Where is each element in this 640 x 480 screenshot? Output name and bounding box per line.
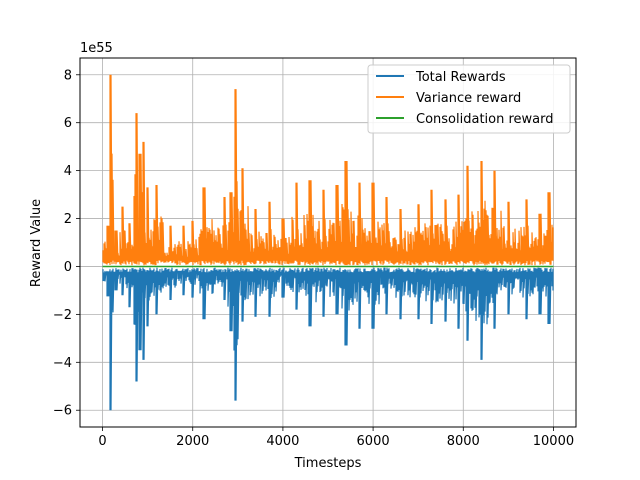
y-tick-label: 6 bbox=[64, 116, 72, 131]
y-axis-label: Reward Value bbox=[29, 199, 44, 287]
series-line-total-rewards bbox=[102, 267, 554, 411]
x-tick-label: 6000 bbox=[357, 434, 390, 449]
x-tick-label: 2000 bbox=[176, 434, 209, 449]
legend-label-variance-reward: Variance reward bbox=[416, 91, 521, 106]
legend-box bbox=[367, 64, 571, 134]
y-tick-label: −6 bbox=[53, 404, 72, 419]
x-axis: 0 2000 4000 6000 8000 10000 bbox=[98, 427, 574, 449]
x-tick-label: 4000 bbox=[266, 434, 299, 449]
y-axis: −6 −4 −2 0 2 4 6 8 bbox=[53, 68, 80, 419]
plot-frame bbox=[79, 57, 577, 428]
legend-label-consolidation-reward: Consolidation reward bbox=[416, 112, 554, 127]
x-tick-label: 0 bbox=[98, 434, 106, 449]
y-tick-label: 2 bbox=[64, 212, 72, 227]
y-tick-label: −4 bbox=[53, 356, 72, 371]
y-tick-label: 4 bbox=[64, 164, 72, 179]
x-tick-label: 10000 bbox=[533, 434, 574, 449]
series-group bbox=[102, 74, 554, 411]
y-scale-label: 1e55 bbox=[80, 41, 113, 56]
legend-label-total-rewards: Total Rewards bbox=[415, 70, 506, 85]
x-tick-label: 8000 bbox=[447, 434, 480, 449]
y-tick-label: 0 bbox=[64, 260, 72, 275]
x-axis-label: Timesteps bbox=[294, 456, 362, 471]
legend: Total Rewards Variance reward Consolidat… bbox=[367, 64, 571, 134]
y-tick-label: −2 bbox=[53, 308, 72, 323]
series-line-variance-reward bbox=[102, 74, 554, 266]
y-tick-label: 8 bbox=[64, 68, 72, 83]
